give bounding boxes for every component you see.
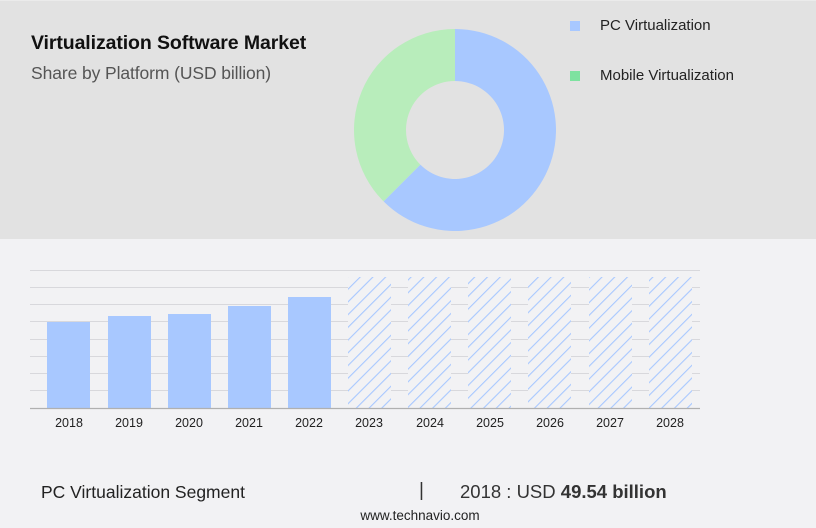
donut-chart <box>353 29 556 232</box>
bar-2021 <box>228 306 271 408</box>
header-panel: Virtualization Software Market Share by … <box>0 0 816 239</box>
legend-item-pc-virtualization: PC Virtualization <box>570 17 711 34</box>
bar-2023 <box>348 277 391 408</box>
x-tick-label: 2025 <box>476 416 504 430</box>
x-tick-label: 2028 <box>656 416 684 430</box>
x-tick-label: 2020 <box>175 416 203 430</box>
bar-2020 <box>168 314 211 408</box>
x-tick-label: 2023 <box>355 416 383 430</box>
x-tick-label: 2022 <box>295 416 323 430</box>
footer-separator: | <box>419 480 424 501</box>
website-link[interactable]: www.technavio.com <box>360 508 480 523</box>
segment-label: PC Virtualization Segment <box>41 482 245 502</box>
segment-value-prefix: 2018 : USD <box>460 481 556 502</box>
legend-label: Mobile Virtualization <box>600 67 734 84</box>
bar-2027 <box>589 277 632 408</box>
donut-slice-pc-virtualization <box>383 29 556 232</box>
donut-slice-mobile-virtualization <box>353 29 455 202</box>
legend-swatch-icon <box>570 20 580 31</box>
segment-value: 2018 : USD 49.54 billion <box>460 481 667 503</box>
legend-item-mobile-virtualization: Mobile Virtualization <box>570 67 734 84</box>
bar-2024 <box>408 277 451 408</box>
bar-2022 <box>288 297 331 408</box>
x-tick-label: 2018 <box>55 416 83 430</box>
legend-swatch-icon <box>570 70 580 81</box>
bar-chart <box>30 270 700 410</box>
chart-title: Virtualization Software Market <box>31 32 307 54</box>
x-tick-label: 2019 <box>115 416 143 430</box>
legend-label: PC Virtualization <box>600 17 711 34</box>
bar-2026 <box>528 277 571 408</box>
bar-2028 <box>649 277 692 408</box>
x-tick-label: 2027 <box>596 416 624 430</box>
bar-2018 <box>47 322 90 408</box>
x-tick-label: 2024 <box>416 416 444 430</box>
bar-2025 <box>468 277 511 408</box>
chart-subtitle: Share by Platform (USD billion) <box>31 63 272 83</box>
x-tick-label: 2026 <box>536 416 564 430</box>
x-tick-label: 2021 <box>235 416 263 430</box>
forecast-bars <box>348 277 692 408</box>
bar-2019 <box>108 316 151 408</box>
segment-value-amount: 49.54 billion <box>560 481 667 502</box>
historic-bars <box>47 297 331 408</box>
